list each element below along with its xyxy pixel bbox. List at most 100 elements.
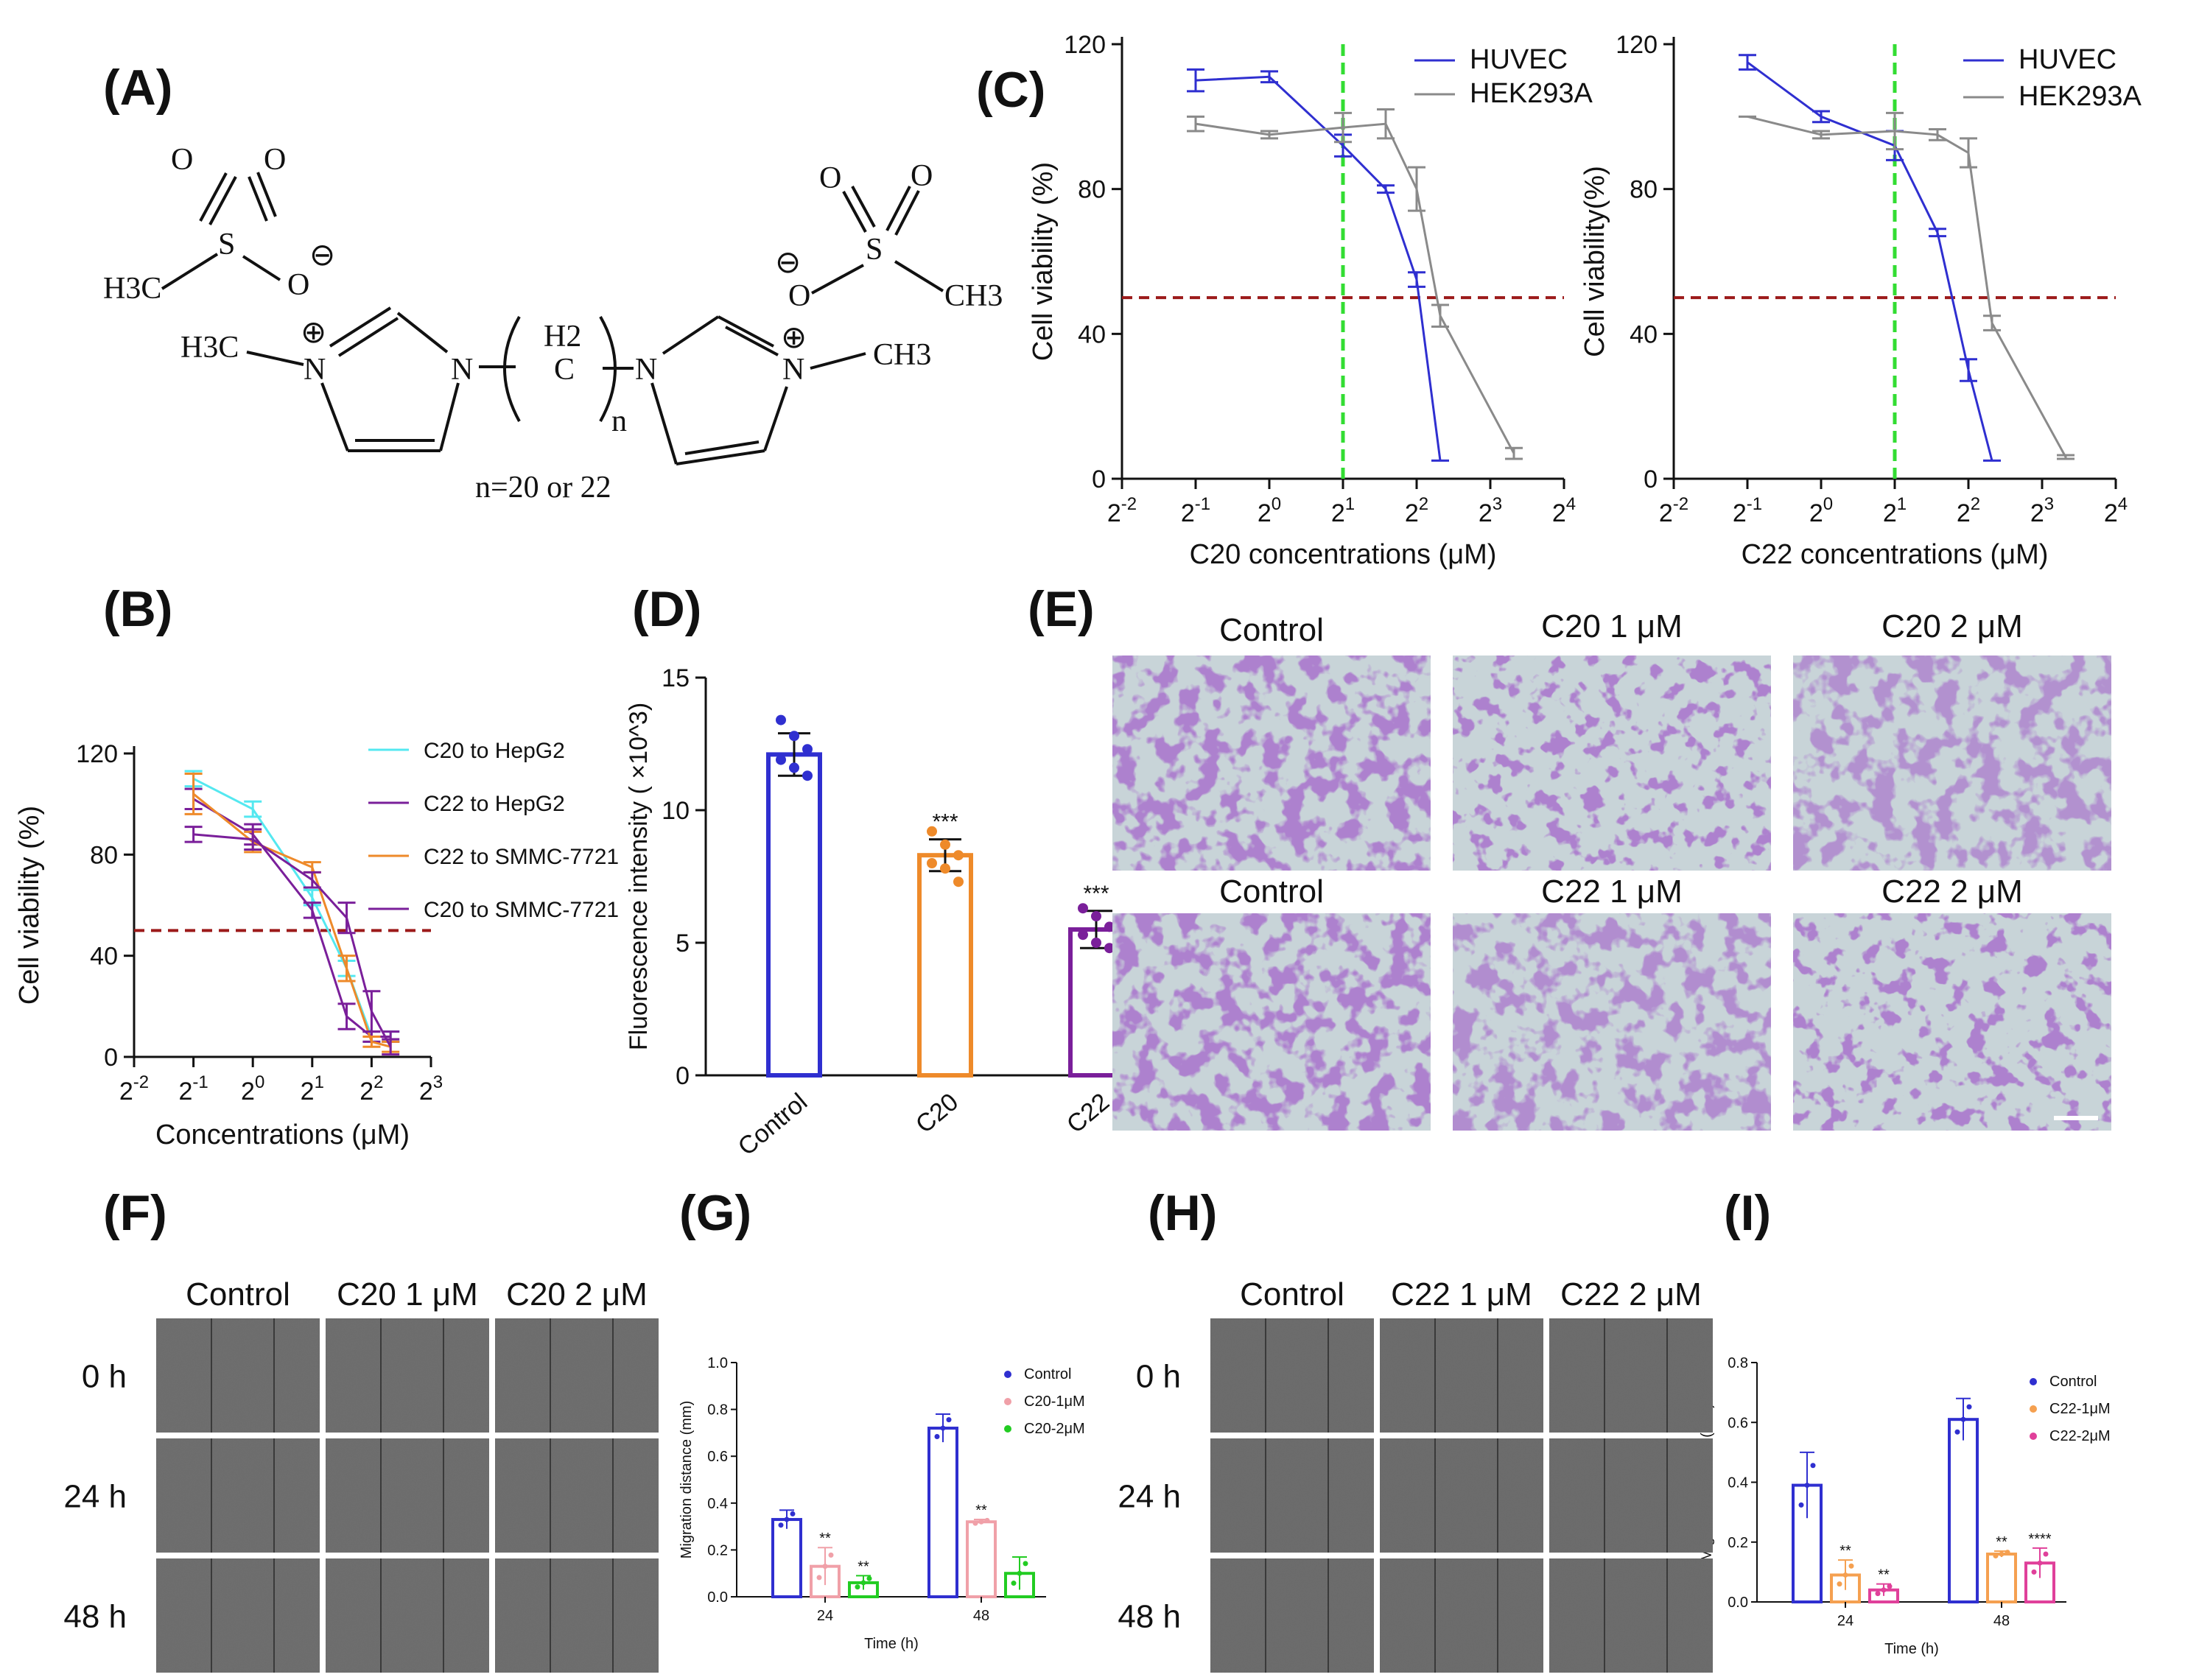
scratch-image-texture (1210, 1438, 1374, 1553)
y-tick-label: 0.6 (707, 1449, 728, 1465)
data-point (927, 826, 937, 837)
series-line-c20-to-smmc-7721 (193, 833, 392, 1047)
legend-label: HUVEC (1470, 44, 1568, 75)
y-axis-label: Fluorescence intensity ( ×10^3) (625, 703, 653, 1050)
chart-c-right: 0 40 80 120 2-2 2-1 20 21 22 23 24 HUVEC HEK293A C22 … (1579, 31, 2142, 570)
atom-o2: O (264, 143, 286, 177)
atom-n4: N (782, 353, 804, 387)
significance-mark: ** (1839, 1543, 1851, 1559)
data-point (1810, 1463, 1816, 1469)
scratch-image-texture (156, 1318, 320, 1433)
atom-o3: O (287, 268, 309, 302)
significance-mark: *** (1083, 882, 1109, 906)
transwell-images: Control C20 1 μM C20 2 μM Control C22 1 … (1112, 608, 2111, 1131)
scratch-image-texture (156, 1438, 320, 1553)
scratch-image-texture (1210, 1318, 1374, 1433)
y-tick-label: 0 (1092, 465, 1106, 493)
e-label-1: Control (1219, 612, 1324, 648)
y-tick-label: 15 (662, 664, 690, 692)
atom-o5: O (911, 159, 933, 193)
legend-label: C20-2μM (1024, 1421, 1085, 1437)
y-tick-label: 0 (1644, 465, 1658, 493)
y-tick-label: 40 (90, 943, 118, 971)
micrograph-c22-2um (1793, 913, 2111, 1131)
scratch-image (1549, 1438, 1713, 1553)
x-axis-label: Concentrations (μM) (155, 1120, 410, 1150)
x-tick-label: 2-1 (1181, 494, 1210, 527)
y-tick-label: 0.6 (1728, 1415, 1748, 1431)
data-point (1017, 1570, 1023, 1576)
legend-label: C20 to SMMC-7721 (424, 898, 619, 922)
x-tick-label: 20 (241, 1072, 264, 1106)
row-label: 48 h (1118, 1599, 1181, 1635)
row-label: 0 h (1136, 1359, 1181, 1395)
micrograph-c20-2um (1793, 656, 2111, 871)
data-point (1091, 911, 1101, 921)
x-tick-label: 2-2 (119, 1072, 149, 1106)
y-tick-label: 0 (104, 1044, 118, 1072)
data-point (816, 1575, 822, 1581)
significance-mark: *** (932, 810, 958, 834)
data-point (934, 1433, 940, 1439)
chart-g: 0.0 0.2 0.4 0.6 0.8 1.0 ** ** 24 ** 48 Time (h) Migr… (678, 1355, 1085, 1652)
column-label: C22 1 μM (1391, 1276, 1532, 1312)
x-axis-label: C22 concentrations (μM) (1742, 539, 2049, 570)
legend-swatch (2030, 1378, 2037, 1385)
series-line-c22-to-hepg2 (192, 798, 391, 1038)
wound-healing-images-c20: Control C20 1 μM C20 2 μM 0 h 24 h 48 h (63, 1276, 659, 1673)
panel-label-c: (C) (976, 62, 1045, 118)
y-tick-label: 1.0 (707, 1355, 728, 1371)
e-label-3: C20 2 μM (1881, 608, 2023, 644)
data-point (1078, 903, 1088, 914)
atom-s1: S (218, 228, 235, 261)
data-point (776, 714, 786, 725)
x-tick-label: 48 (1993, 1613, 2010, 1629)
legend-label: Control (1024, 1366, 1071, 1382)
n-value-caption: n=20 or 22 (475, 471, 611, 505)
y-axis-label: Migration distance (mm) (678, 1401, 695, 1559)
legend-label: C22-2μM (2049, 1428, 2111, 1444)
legend-label: C22-1μM (2049, 1401, 2111, 1417)
atom-c: C (554, 353, 575, 387)
bar-control (1948, 1418, 1979, 1603)
legend-label: C22 to SMMC-7721 (424, 845, 619, 869)
data-point (790, 1511, 796, 1516)
data-point (1104, 921, 1115, 932)
legend-label: Control (2049, 1374, 2097, 1390)
significance-mark: ** (819, 1530, 831, 1547)
bar-c20 (917, 853, 973, 1078)
atom-ch3-right-top: CH3 (944, 279, 1003, 313)
scratch-image (326, 1318, 489, 1433)
charge-minus-left: ⊖ (309, 239, 335, 273)
series-line-huvec (1195, 75, 1442, 461)
x-tick-label: 24 (1552, 494, 1576, 527)
legend-label: C20 to HepG2 (424, 739, 565, 763)
bar-c22-1μm (1986, 1553, 2017, 1603)
data-point (1848, 1563, 1854, 1569)
y-tick-label: 0.2 (1728, 1535, 1748, 1551)
bar-control (771, 1518, 802, 1599)
y-tick-label: 0.8 (1728, 1355, 1748, 1371)
micrograph-c20-1um (1453, 656, 1771, 871)
data-point (1091, 938, 1101, 948)
row-label: 24 h (1118, 1479, 1181, 1515)
data-point (1011, 1581, 1017, 1586)
x-tick-label: 23 (419, 1072, 443, 1106)
atom-o6: O (788, 279, 810, 313)
data-point (1023, 1561, 1028, 1567)
data-point (1966, 1404, 1972, 1410)
data-point (789, 762, 799, 773)
atom-o1: O (171, 143, 193, 177)
y-axis-label: Cell viability (%) (14, 806, 45, 1005)
panel-label-i: (I) (1724, 1185, 1771, 1241)
significance-mark: ** (1996, 1534, 2007, 1550)
data-point (1804, 1483, 1810, 1489)
x-tick-label: 20 (1258, 494, 1281, 527)
row-label: 48 h (63, 1599, 127, 1635)
y-tick-label: 10 (662, 797, 690, 825)
significance-mark: **** (2028, 1531, 2051, 1547)
panel-label-f: (F) (103, 1185, 167, 1241)
